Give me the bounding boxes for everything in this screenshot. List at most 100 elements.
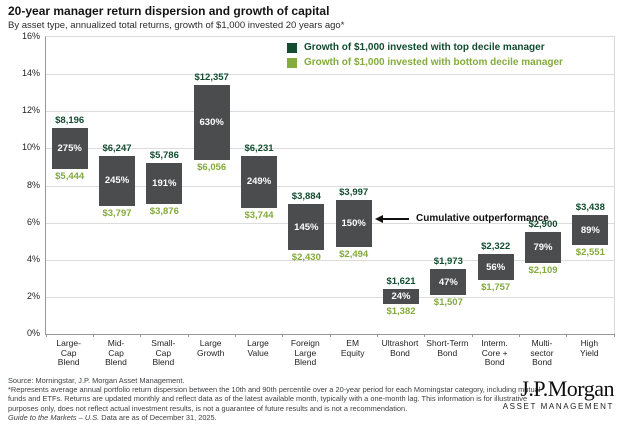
x-axis-tick — [518, 334, 520, 337]
y-axis-tick-label: 2% — [26, 290, 40, 301]
top-decile-value-label: $2,900 — [528, 218, 558, 230]
legend-swatch-light-green — [287, 57, 297, 68]
y-axis-tick-label: 8% — [26, 179, 40, 190]
range-bar-high-yield: 89% — [572, 215, 609, 245]
outperformance-label: 245% — [104, 175, 130, 187]
outperformance-label: 150% — [341, 218, 366, 230]
range-bar-ultrashort-bond: 24% — [383, 289, 419, 305]
top-decile-value-label: $2,322 — [481, 241, 511, 253]
bottom-decile-value-label: $1,382 — [386, 306, 416, 318]
range-bar-large-cap-blend: 275% — [51, 127, 88, 169]
top-decile-value-label: $1,973 — [433, 256, 463, 268]
outperformance-label: 630% — [199, 116, 224, 128]
outperformance-label: 79% — [533, 242, 553, 254]
plot-area: Cumulative outperformance 275% $8,196 $5,4… — [45, 36, 615, 337]
y-axis-tick-label: 0% — [26, 328, 40, 338]
bottom-decile-value-label: $1,507 — [433, 297, 463, 309]
x-axis-tick — [234, 334, 236, 337]
outperformance-label: 56% — [486, 261, 506, 273]
gtm-title: Guide to the Markets – U.S. — [8, 412, 100, 422]
x-axis-tick — [329, 334, 331, 337]
category-label-foreign-large-blend: Foreign Large Blend — [290, 338, 320, 367]
bottom-decile-value-label: $3,876 — [149, 206, 179, 218]
bottom-decile-value-label: $3,744 — [244, 209, 274, 221]
bottom-decile-value-label: $2,494 — [339, 248, 369, 260]
top-decile-value-label: $8,196 — [55, 114, 85, 126]
top-decile-value-label: $3,997 — [339, 187, 369, 199]
range-bar-foreign-large-blend: 145% — [288, 204, 325, 251]
top-decile-value-label: $6,231 — [244, 142, 274, 154]
outperformance-label: 47% — [438, 276, 458, 288]
category-label-em-equity: EM Equity — [340, 338, 365, 358]
x-axis-tick — [140, 334, 142, 337]
arrow-line — [383, 217, 409, 220]
category-label-small-cap-blend: Small- Cap Blend — [151, 338, 176, 367]
top-decile-value-label: $3,438 — [575, 202, 605, 214]
y-axis-tick-label: 6% — [26, 216, 40, 227]
bottom-decile-value-label: $2,430 — [291, 252, 321, 264]
range-bar-short-term-bond: 47% — [430, 269, 467, 296]
category-label-mid-cap-blend: Mid- Cap Blend — [105, 338, 127, 367]
logo-division: ASSET MANAGEMENT — [502, 402, 614, 411]
top-decile-value-label: $1,621 — [386, 276, 416, 288]
page-title: 20-year manager return dispersion and gr… — [8, 4, 330, 18]
bottom-decile-value-label: $1,757 — [481, 282, 511, 294]
range-bar-multi-sector-bond: 79% — [525, 231, 561, 264]
category-label-high-yield: High Yield — [580, 338, 599, 358]
top-decile-value-label: $6,247 — [102, 142, 132, 154]
x-axis-tick — [566, 334, 568, 337]
x-axis-tick — [471, 334, 473, 337]
bottom-decile-value-label: $6,056 — [197, 161, 227, 173]
bottom-decile-value-label: $5,444 — [55, 170, 85, 182]
y-axis-tick-label: 12% — [21, 105, 40, 116]
range-bar-large-growth: 630% — [193, 85, 230, 160]
legend: Growth of $1,000 invested with top decil… — [287, 42, 563, 72]
annotation-label: Cumulative outperformance — [416, 213, 549, 224]
category-label-interm-core-bond: Interm. Core + Bond — [481, 338, 508, 367]
y-axis-tick-label: 14% — [21, 68, 40, 79]
top-decile-value-label: $3,884 — [291, 191, 321, 203]
left-arrow-icon — [375, 214, 383, 223]
top-decile-value-label: $5,786 — [149, 150, 179, 162]
gtm-line: Guide to the Markets – U.S. Data are as … — [8, 413, 556, 422]
jpmorgan-logo: J.P.Morgan ASSET MANAGEMENT — [502, 377, 615, 412]
gridline — [46, 222, 614, 224]
category-label-large-cap-blend: Large- Cap Blend — [56, 338, 81, 367]
range-bar-small-cap-blend: 191% — [146, 163, 183, 205]
outperformance-label: 275% — [57, 142, 82, 154]
footnote: *Represents average annual portfolio ret… — [8, 385, 541, 413]
y-axis-tick-label: 16% — [21, 31, 40, 41]
category-label-large-value: Large Value — [247, 338, 269, 358]
outperformance-label: 249% — [246, 176, 272, 188]
y-axis-tick-label: 10% — [21, 142, 40, 153]
bottom-decile-value-label: $2,551 — [575, 246, 605, 258]
gridline — [46, 148, 614, 150]
x-axis-tick — [45, 334, 47, 337]
x-axis-tick — [376, 334, 378, 337]
gridline — [46, 111, 614, 113]
x-axis-tick — [187, 334, 189, 337]
gridline — [46, 296, 614, 298]
range-bar-interm-core-bond: 56% — [477, 254, 514, 281]
outperformance-label: 24% — [391, 291, 411, 303]
page-subtitle: By asset type, annualized total returns,… — [8, 20, 345, 31]
outperformance-label: 145% — [294, 221, 319, 233]
bottom-decile-value-label: $3,797 — [102, 207, 132, 219]
range-bar-em-equity: 150% — [335, 200, 372, 247]
legend-item-bottom-decile: Growth of $1,000 invested with bottom de… — [287, 57, 563, 68]
legend-label-top-decile: Growth of $1,000 invested with top decil… — [304, 42, 545, 53]
x-axis-tick — [92, 334, 94, 337]
x-axis-tick — [424, 334, 426, 337]
gridline — [46, 185, 614, 187]
x-axis-tick — [613, 334, 615, 337]
category-label-ultrashort-bond: Ultrashort Bond — [381, 338, 419, 358]
legend-label-bottom-decile: Growth of $1,000 invested with bottom de… — [304, 57, 563, 68]
outperformance-label: 191% — [152, 178, 177, 190]
range-bar-large-value: 249% — [241, 155, 277, 208]
gridline — [46, 259, 614, 261]
cumulative-outperformance-annotation: Cumulative outperformance — [375, 213, 549, 224]
x-axis-tick — [282, 334, 284, 337]
range-bar-mid-cap-blend: 245% — [99, 155, 135, 206]
top-decile-value-label: $12,357 — [194, 72, 229, 84]
